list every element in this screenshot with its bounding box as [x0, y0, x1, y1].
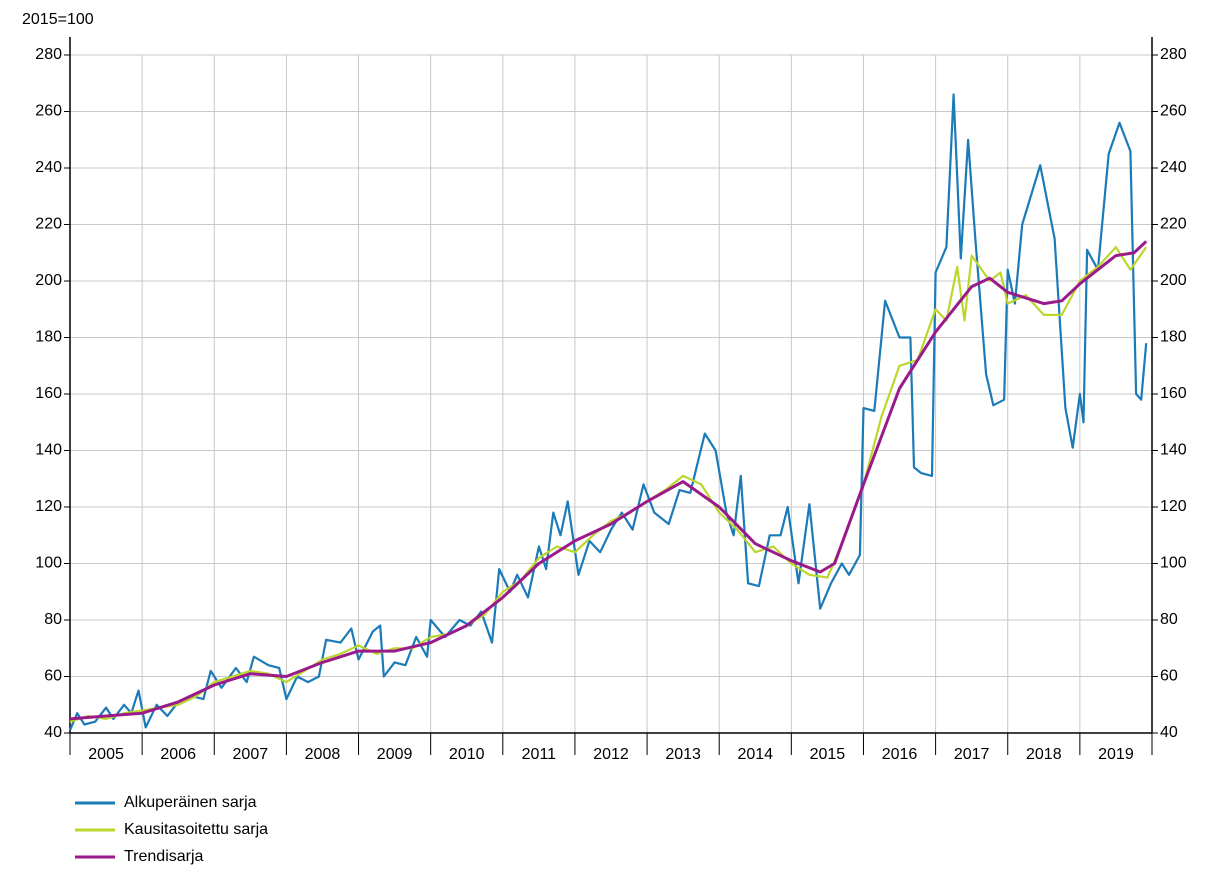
legend-label: Trendisarja: [124, 848, 204, 865]
x-tick-label: 2016: [882, 746, 918, 763]
y-tick-label: 140: [35, 442, 62, 459]
x-tick-label: 2018: [1026, 746, 1062, 763]
y2-tick-label: 160: [1160, 385, 1187, 402]
y-tick-label: 260: [35, 103, 62, 120]
y-tick-label: 180: [35, 329, 62, 346]
x-tick-label: 2013: [665, 746, 701, 763]
x-tick-label: 2017: [954, 746, 990, 763]
y-axis-label: 2015=100: [22, 11, 94, 28]
y2-tick-label: 40: [1160, 724, 1178, 741]
y2-tick-label: 260: [1160, 103, 1187, 120]
y2-tick-label: 280: [1160, 46, 1187, 63]
legend-label: Kausitasoitettu sarja: [124, 821, 268, 838]
x-tick-label: 2005: [88, 746, 124, 763]
y2-tick-label: 80: [1160, 611, 1178, 628]
x-tick-label: 2007: [233, 746, 269, 763]
series-line: [69, 240, 1148, 721]
x-tick-label: 2011: [522, 746, 557, 763]
y-tick-label: 160: [35, 385, 62, 402]
y2-tick-label: 100: [1160, 555, 1187, 572]
y2-tick-label: 200: [1160, 272, 1187, 289]
y-tick-label: 240: [35, 159, 62, 176]
y-tick-label: 280: [35, 46, 62, 63]
x-tick-label: 2012: [593, 746, 629, 763]
y-tick-label: 60: [44, 668, 62, 685]
x-tick-label: 2008: [305, 746, 341, 763]
series-line: [69, 246, 1148, 723]
y-tick-label: 220: [35, 216, 62, 233]
series-line: [68, 93, 1148, 731]
y-tick-label: 80: [44, 611, 62, 628]
x-tick-label: 2010: [449, 746, 485, 763]
x-tick-label: 2009: [377, 746, 413, 763]
y-tick-label: 200: [35, 272, 62, 289]
x-tick-label: 2015: [810, 746, 846, 763]
y2-tick-label: 120: [1160, 498, 1187, 515]
y2-tick-label: 180: [1160, 329, 1187, 346]
y-tick-label: 40: [44, 724, 62, 741]
x-tick-label: 2019: [1098, 746, 1134, 763]
y2-tick-label: 220: [1160, 216, 1187, 233]
y-tick-label: 100: [35, 555, 62, 572]
y-tick-label: 120: [35, 498, 62, 515]
x-tick-label: 2006: [160, 746, 196, 763]
y2-tick-label: 60: [1160, 668, 1178, 685]
y2-tick-label: 240: [1160, 159, 1187, 176]
y2-tick-label: 140: [1160, 442, 1187, 459]
x-tick-label: 2014: [737, 746, 773, 763]
legend-label: Alkuperäinen sarja: [124, 794, 257, 811]
